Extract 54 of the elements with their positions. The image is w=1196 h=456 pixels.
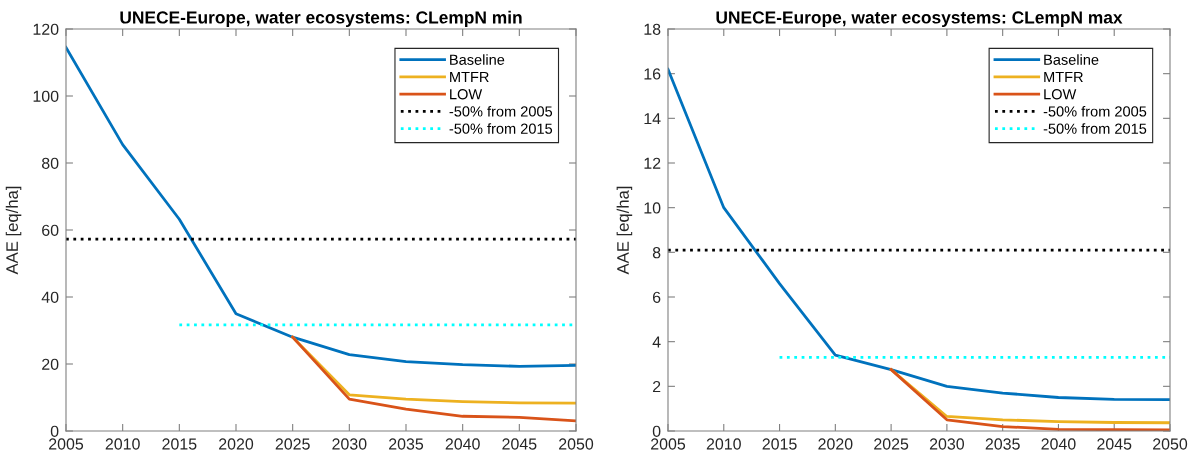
x-tick-label: 2045: [502, 438, 537, 450]
y-tick-label: 6: [652, 291, 661, 303]
legend-label: Baseline: [450, 54, 505, 65]
x-tick-label: 2010: [105, 438, 140, 450]
y-tick-label: 8: [652, 246, 661, 259]
x-tick-label: 2035: [389, 438, 424, 450]
x-tick-label: 2050: [559, 438, 594, 450]
legend-label: -50% from 2015: [449, 123, 553, 134]
y-tick-label: 16: [644, 68, 661, 80]
y-tick-label: 0: [652, 425, 661, 437]
x-tick-label: 2045: [1097, 438, 1132, 450]
y-tick-label: 60: [42, 224, 59, 236]
chart-title: UNECE-Europe, water ecosystems: CLempN max: [716, 11, 1123, 28]
legend-label: -50% from 2005: [1043, 105, 1147, 117]
x-tick-label: 2015: [762, 438, 797, 450]
x-tick-label: 2005: [651, 438, 686, 450]
y-tick-label: 120: [33, 23, 59, 35]
x-tick-label: 2040: [445, 438, 480, 450]
legend-label: MTFR: [450, 71, 489, 82]
x-tick-label: 2040: [1041, 438, 1076, 450]
x-tick-label: 2035: [985, 438, 1020, 450]
x-tick-label: 2010: [706, 438, 741, 450]
y-tick-label: 100: [33, 90, 59, 102]
x-tick-label: 2015: [162, 438, 197, 450]
x-tick-label: 2005: [49, 438, 84, 450]
line-series: [668, 67, 1170, 402]
legend-label: -50% from 2005: [449, 105, 553, 117]
x-tick-label: 2020: [818, 438, 853, 450]
legend-label: LOW: [450, 89, 483, 100]
x-tick-label: 2030: [929, 438, 965, 450]
y-tick-label: 10: [644, 202, 661, 214]
y-tick-label: 2: [652, 380, 661, 393]
line-series: [66, 46, 576, 368]
x-tick-label: 2050: [1153, 438, 1188, 450]
x-tick-label: 2020: [219, 438, 254, 450]
y-tick-label: 40: [41, 291, 59, 303]
y-tick-label: 20: [42, 358, 59, 370]
y-axis-title: AAE [eq/ha]: [5, 186, 22, 275]
y-tick-label: 4: [652, 336, 661, 348]
legend-label: Baseline: [1044, 54, 1099, 65]
line-series: [291, 335, 576, 423]
y-tick-label: 18: [644, 23, 661, 35]
y-tick-label: 80: [41, 157, 59, 169]
y-axis-title: AAE [eq/ha]: [616, 186, 633, 275]
chart-title: UNECE-Europe, water ecosystems: CLempN min: [120, 10, 522, 28]
y-tick-label: 14: [644, 113, 661, 125]
x-tick-label: 2025: [275, 438, 310, 450]
x-tick-label: 2030: [332, 438, 367, 450]
y-tick-label: 0: [50, 425, 59, 437]
y-tick-label: 12: [644, 157, 661, 169]
x-tick-label: 2025: [874, 438, 909, 450]
legend-label: -50% from 2015: [1043, 123, 1147, 134]
legend-label: MTFR: [1044, 71, 1083, 82]
legend-label: LOW: [1044, 89, 1077, 100]
